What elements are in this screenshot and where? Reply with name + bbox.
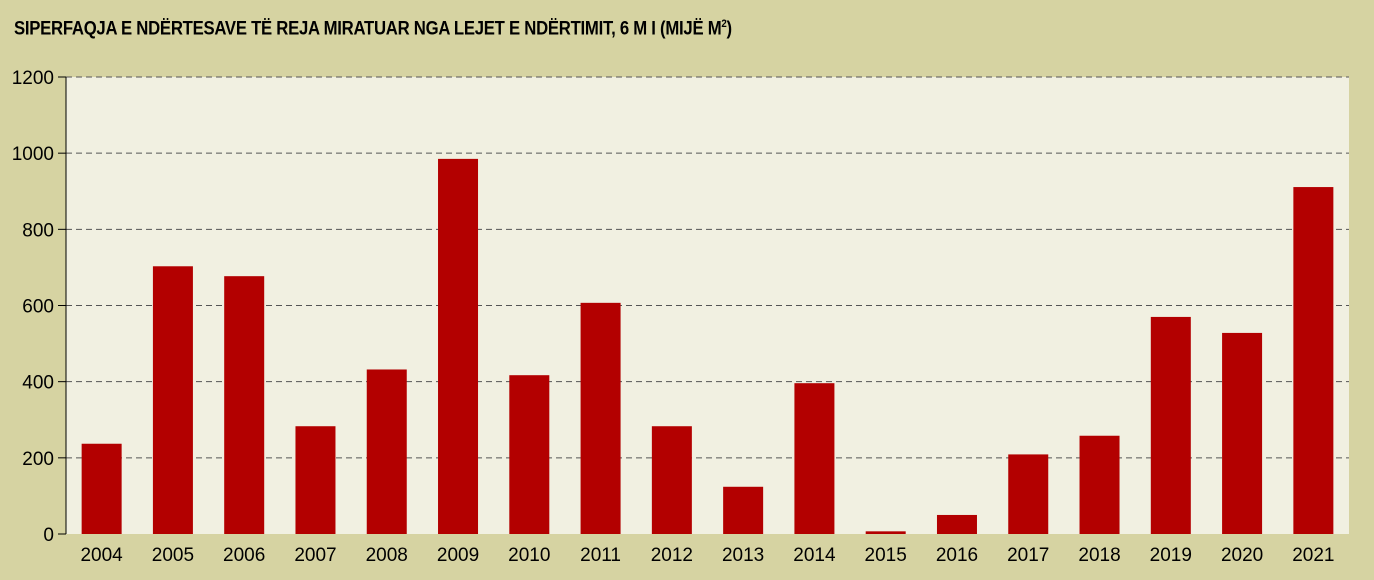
y-tick-label: 200 xyxy=(22,449,54,470)
bar-2005 xyxy=(152,266,193,534)
x-tick-label: 2018 xyxy=(1078,545,1120,566)
bar-2008 xyxy=(366,369,407,534)
x-tick-label: 2006 xyxy=(223,545,265,566)
x-tick-label: 2011 xyxy=(580,545,621,566)
bar-2010 xyxy=(509,375,550,534)
x-tick-label: 2014 xyxy=(793,545,836,566)
chart-title: SIPERFAQJA E NDËRTESAVE TË REJA MIRATUAR… xyxy=(14,18,732,40)
y-tick-label: 600 xyxy=(22,297,54,318)
x-tick-label: 2009 xyxy=(437,545,479,566)
y-tick-label: 0 xyxy=(43,525,54,546)
y-tick-label: 400 xyxy=(22,373,54,394)
bar-2020 xyxy=(1222,332,1263,534)
bar-2012 xyxy=(651,426,692,534)
bar-2019 xyxy=(1150,316,1191,534)
x-tick-label: 2012 xyxy=(651,545,693,566)
bar-2015 xyxy=(865,531,906,534)
y-tick-label: 800 xyxy=(22,220,54,241)
y-axis: 0 200 400 600 800 1000 1200 xyxy=(12,68,67,546)
bar-2017 xyxy=(1008,454,1049,534)
bar-2006 xyxy=(224,276,265,534)
gridlines xyxy=(66,76,1349,459)
x-tick-label: 2015 xyxy=(865,545,907,566)
bar-2013 xyxy=(723,486,764,534)
bar-2004 xyxy=(81,443,122,534)
bar-2009 xyxy=(438,158,479,535)
bar-2016 xyxy=(936,514,977,534)
bar-2018 xyxy=(1079,435,1120,534)
bar-2007 xyxy=(295,426,336,534)
x-tick-label: 2005 xyxy=(152,545,194,566)
y-tick-label: 1000 xyxy=(12,144,54,165)
x-tick-label: 2008 xyxy=(366,545,408,566)
x-tick-label: 2020 xyxy=(1221,545,1263,566)
x-tick-label: 2004 xyxy=(80,545,123,566)
bar-2021 xyxy=(1293,187,1334,534)
x-tick-label: 2019 xyxy=(1150,545,1192,566)
bars xyxy=(81,158,1334,535)
x-tick-label: 2007 xyxy=(294,545,336,566)
x-tick-label: 2017 xyxy=(1007,545,1049,566)
x-tick-label: 2016 xyxy=(936,545,978,566)
x-tick-label: 2010 xyxy=(508,545,550,566)
x-tick-label: 2021 xyxy=(1292,545,1334,566)
bar-2014 xyxy=(794,383,835,534)
x-tick-label: 2013 xyxy=(722,545,764,566)
x-axis: 2004 2005 2006 2007 2008 2009 2010 2011 2012 2013… xyxy=(80,545,1334,566)
y-tick-label: 1200 xyxy=(12,68,54,89)
bar-2011 xyxy=(580,302,621,534)
